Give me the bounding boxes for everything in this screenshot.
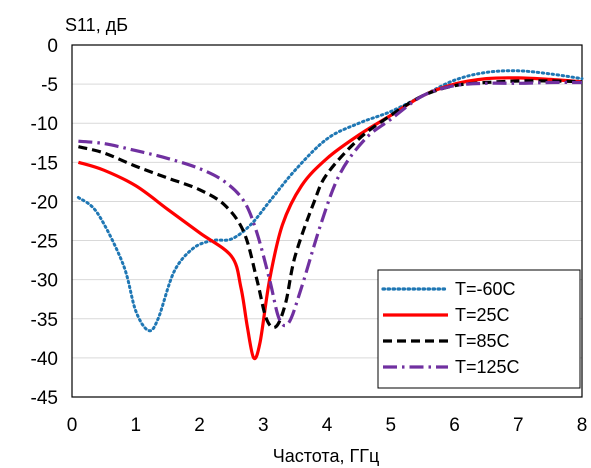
x-tick-labels: 0 1 2 3 4 5 6 7 8: [67, 415, 588, 436]
x-tick-label: 6: [449, 415, 460, 436]
x-tick-label: 8: [577, 415, 588, 436]
x-tick-label: 5: [385, 415, 396, 436]
x-tick-label: 7: [513, 415, 524, 436]
x-tick-label: 0: [67, 415, 78, 436]
y-axis-title: S11, дБ: [65, 15, 128, 35]
legend-label-t-125c: T=125C: [455, 357, 520, 377]
series-line-t-60c: [76, 69, 584, 333]
legend-label-t-85c: T=85C: [455, 331, 510, 351]
y-tick-label: -5: [41, 75, 58, 96]
series-line-t-125c: [78, 80, 583, 328]
y-tick-label: -20: [31, 192, 58, 213]
y-tick-label: -35: [31, 310, 58, 331]
legend-label-t-60c: T=-60C: [455, 279, 516, 299]
y-tick-label: -40: [31, 349, 58, 370]
x-tick-label: 3: [258, 415, 269, 436]
x-axis-title: Частота, ГГц: [273, 446, 380, 466]
y-tick-label: -10: [31, 114, 58, 135]
x-tick-label: 2: [194, 415, 205, 436]
y-tick-label: -45: [31, 388, 58, 409]
series-line-t-25c: [77, 76, 583, 361]
legend-label-t-25c: T=25C: [455, 305, 510, 325]
legend: T=-60C T=25C T=85C T=125C: [377, 269, 581, 389]
plot-frame: [71, 44, 583, 398]
x-tick-label: 1: [130, 415, 141, 436]
y-tick-labels: 0 -5 -10 -15 -20 -25 -30 -35 -40 -45: [31, 36, 58, 409]
series-lines: [76, 69, 584, 361]
y-tick-label: -30: [31, 271, 58, 292]
y-tick-label: -15: [31, 153, 58, 174]
x-tick-label: 4: [322, 415, 333, 436]
y-tick-label: -25: [31, 232, 58, 253]
y-tick-label: 0: [47, 36, 58, 57]
